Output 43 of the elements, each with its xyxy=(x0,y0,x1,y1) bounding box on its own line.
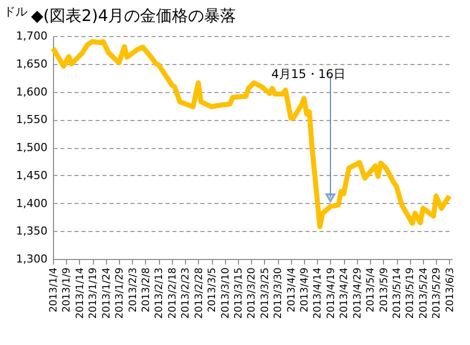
x-tick-label: 2013/1/19 xyxy=(88,268,100,319)
y-tick-label: 1,650 xyxy=(16,57,48,70)
y-tick-label: 1,300 xyxy=(16,252,48,266)
x-tick-label: 2013/1/4 xyxy=(48,268,60,312)
x-tick-label: 2013/5/9 xyxy=(378,268,390,312)
x-tick-label: 2013/5/4 xyxy=(366,268,377,312)
x-tick-label: 2013/4/24 xyxy=(339,268,350,319)
y-tick-label: 1,400 xyxy=(16,196,48,210)
y-tick-label: 1,350 xyxy=(16,224,48,238)
x-tick-label: 2013/3/30 xyxy=(273,268,284,319)
chart-title: ◆(図表2)4月の金価格の暴落 xyxy=(31,6,236,25)
x-tick-label: 2013/5/19 xyxy=(405,268,416,319)
x-tick-label: 2013/3/10 xyxy=(220,268,232,319)
x-tick-label: 2013/4/4 xyxy=(286,268,298,312)
x-tick-label: 2013/4/9 xyxy=(300,268,311,312)
x-tick-label: 2013/3/25 xyxy=(260,268,271,319)
x-tick-label: 2013/3/15 xyxy=(233,268,244,319)
y-tick-label: 1,600 xyxy=(16,85,48,98)
x-tick-label: 2013/1/29 xyxy=(114,268,126,319)
x-tick-label: 2013/4/29 xyxy=(352,268,364,319)
x-tick-label: 2013/5/29 xyxy=(432,268,443,319)
x-tick-label: 2013/1/24 xyxy=(101,268,112,319)
y-tick-label: 1,550 xyxy=(16,113,48,126)
x-tick-label: 2013/4/14 xyxy=(312,268,324,319)
annotation: 4月15・16日 xyxy=(271,67,346,81)
x-tick-label: 2013/3/5 xyxy=(207,268,218,312)
x-tick-label: 2013/2/8 xyxy=(140,268,152,312)
y-tick-label: 1,700 xyxy=(16,30,48,42)
x-tick-label: 2013/5/24 xyxy=(418,268,430,319)
x-tick-label: 2013/1/9 xyxy=(62,268,73,312)
x-tick-label: 2013/4/19 xyxy=(326,268,337,319)
y-tick-label: 1,500 xyxy=(16,141,48,154)
x-tick-label: 2013/2/13 xyxy=(154,268,166,319)
x-tick-label: 2013/2/3 xyxy=(128,268,139,312)
y-tick-label: 1,450 xyxy=(16,168,48,182)
x-tick-label: 2013/5/14 xyxy=(392,268,404,319)
x-tick-label: 2013/2/28 xyxy=(194,268,205,319)
x-tick-label: 2013/1/14 xyxy=(74,268,86,319)
x-tick-label: 2013/2/23 xyxy=(180,268,192,319)
y-axis-title: ドル xyxy=(4,4,28,18)
x-tick-label: 2013/3/20 xyxy=(246,268,258,319)
x-tick-label: 2013/2/18 xyxy=(167,268,178,319)
x-tick-label: 2013/6/3 xyxy=(444,268,456,312)
